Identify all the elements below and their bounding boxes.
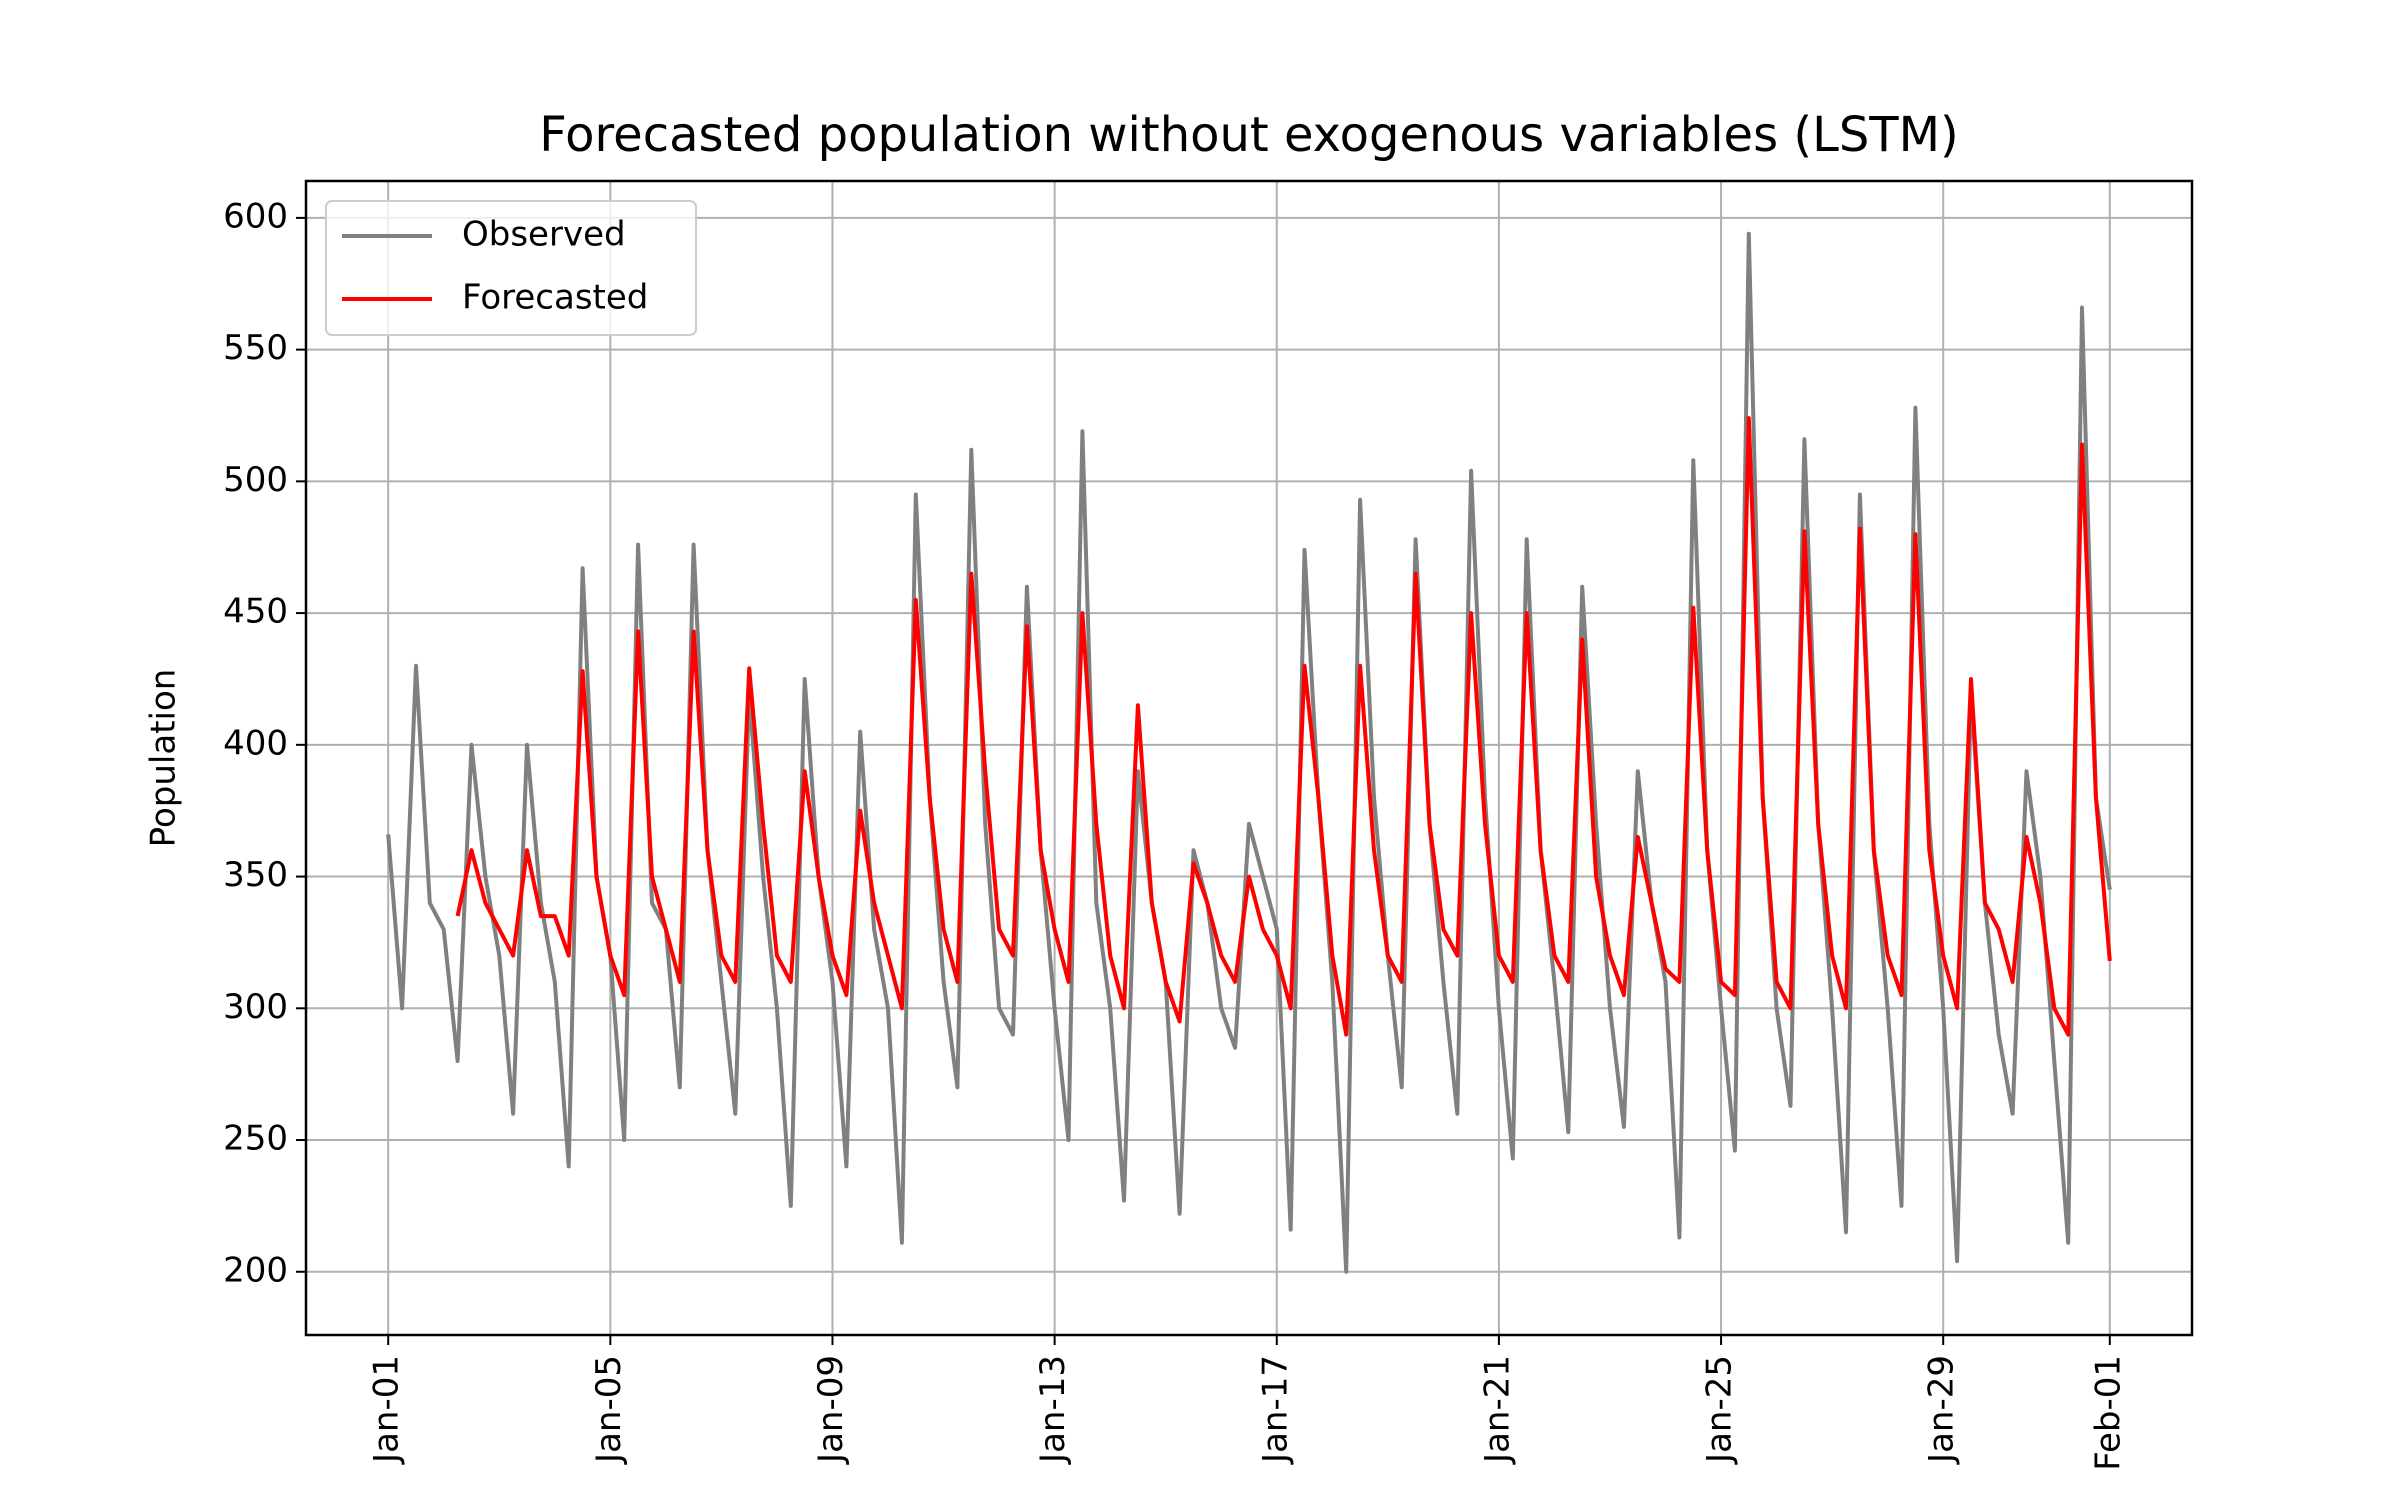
plot-frame: [304, 179, 2194, 1337]
x-tick-label: Feb-01: [2088, 1355, 2128, 1471]
y-tick-label: 550: [223, 328, 288, 368]
y-tick-label: 600: [223, 196, 288, 236]
series-line: [455, 416, 2112, 1037]
legend-label: Forecasted: [462, 278, 648, 318]
x-tick-label: Jan-01: [367, 1355, 407, 1465]
x-tick-label: Jan-13: [1033, 1355, 1073, 1465]
x-tick-label: Jan-29: [1922, 1355, 1962, 1465]
y-tick-label: 450: [223, 592, 288, 632]
chart-title: Forecasted population without exogenous …: [539, 107, 1959, 163]
y-axis-label: Population: [144, 669, 184, 848]
legend: Observed Forecasted: [325, 200, 697, 336]
x-tick-label: Jan-05: [589, 1355, 629, 1465]
y-tick-label: 250: [223, 1119, 288, 1159]
y-tick-label: 200: [223, 1250, 288, 1290]
y-tick-label: 500: [223, 460, 288, 500]
x-tick-label: Jan-17: [1255, 1355, 1295, 1465]
y-tick-label: 350: [223, 855, 288, 895]
x-tick-label: Jan-25: [1700, 1355, 1740, 1465]
y-tick-label: 400: [223, 723, 288, 763]
x-tick-label: Jan-09: [811, 1355, 851, 1465]
legend-label: Observed: [462, 215, 626, 255]
x-tick-label: Jan-21: [1477, 1355, 1517, 1465]
y-tick-label: 300: [223, 987, 288, 1027]
